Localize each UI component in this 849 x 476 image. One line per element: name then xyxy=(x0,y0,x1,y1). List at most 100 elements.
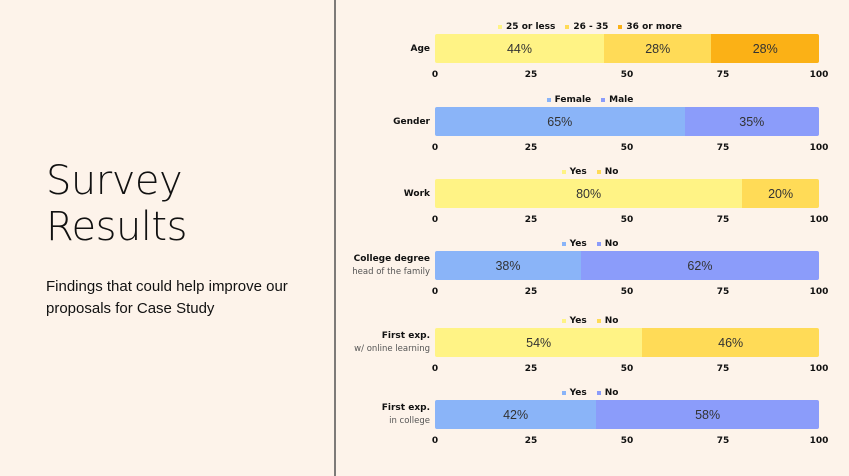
stacked-bar-chart: 25 or less 26 - 35 36 or more Age 44% 28% 28% 0… xyxy=(340,22,840,94)
bar-segment: 58% xyxy=(596,400,819,429)
legend-item: Yes xyxy=(561,167,587,177)
tick-label: 100 xyxy=(809,70,829,80)
tick-label: 75 xyxy=(716,215,730,225)
category-name: Gender xyxy=(393,117,430,127)
legend-item: Male xyxy=(601,95,633,105)
tick-label: 50 xyxy=(620,436,634,446)
tick-label: 25 xyxy=(524,287,538,297)
legend: Female Male xyxy=(340,95,840,105)
bar-segment: 42% xyxy=(435,400,597,429)
legend-item: No xyxy=(596,316,619,326)
legend-swatch xyxy=(596,241,601,246)
stacked-bar-chart: Female Male Gender 65% 35% 0 25 50 75 100 xyxy=(340,95,840,167)
tick-label: 75 xyxy=(716,364,730,374)
legend-swatch xyxy=(596,169,601,174)
legend: Yes No xyxy=(340,239,840,249)
stacked-bar-chart: Yes No First exp. w/ online learning 54% 46% 0… xyxy=(340,316,840,388)
category-name: First exp. xyxy=(381,331,430,341)
tick-label: 0 xyxy=(431,436,439,446)
tick-label: 100 xyxy=(809,364,829,374)
category-sublabel: w/ online learning xyxy=(354,344,430,354)
legend: Yes No xyxy=(340,167,840,177)
legend-swatch xyxy=(546,97,551,102)
bar-segment: 20% xyxy=(742,179,819,208)
bar: 38% 62% xyxy=(435,251,819,280)
bar-segment: 28% xyxy=(711,34,819,63)
legend-label: Yes xyxy=(569,239,587,249)
bar: 65% 35% xyxy=(435,107,819,136)
legend-label: Male xyxy=(609,95,634,105)
legend-label: 36 or more xyxy=(626,22,682,32)
legend-label: No xyxy=(604,167,619,177)
legend-item: Yes xyxy=(561,316,587,326)
tick-label: 75 xyxy=(716,287,730,297)
category-label: Age xyxy=(410,43,430,56)
legend-swatch xyxy=(561,169,566,174)
stacked-bar-chart: Yes No First exp. in college 42% 58% 0 25 50 75 10… xyxy=(340,388,840,460)
tick-label: 75 xyxy=(716,143,730,153)
legend-item: Yes xyxy=(561,388,587,398)
legend-label: Female xyxy=(554,95,592,105)
legend-swatch xyxy=(596,390,601,395)
category-name: First exp. xyxy=(381,403,430,413)
tick-label: 0 xyxy=(431,70,439,80)
legend-item: 26 - 35 xyxy=(565,22,608,32)
bar-segment: 80% xyxy=(435,179,743,208)
legend-label: Yes xyxy=(569,316,587,326)
legend-item: Yes xyxy=(561,239,587,249)
category-label: Gender xyxy=(393,116,430,129)
tick-label: 100 xyxy=(809,436,829,446)
legend-label: No xyxy=(604,388,619,398)
slide-subtitle: Findings that could help improve our pro… xyxy=(46,278,288,317)
stacked-bar-chart: Yes No Work 80% 20% 0 25 50 75 100 xyxy=(340,167,840,239)
tick-label: 50 xyxy=(620,215,634,225)
stacked-bar-chart: Yes No College degree head of the family 38%… xyxy=(340,239,840,311)
tick-label: 25 xyxy=(524,143,538,153)
legend-label: No xyxy=(604,239,619,249)
bar-segment: 28% xyxy=(603,34,712,63)
tick-label: 100 xyxy=(809,215,829,225)
legend: Yes No xyxy=(340,388,840,398)
bar-segment: 38% xyxy=(435,251,581,280)
tick-label: 100 xyxy=(809,143,829,153)
tick-label: 50 xyxy=(620,70,634,80)
legend-swatch xyxy=(561,318,566,323)
bar: 80% 20% xyxy=(435,179,819,208)
bar-segment: 54% xyxy=(435,328,643,357)
legend-label: Yes xyxy=(569,388,587,398)
category-name: College degree xyxy=(353,254,430,264)
bar-segment: 65% xyxy=(435,107,685,136)
slide-title: Survey Results xyxy=(46,158,187,250)
bar-segment: 46% xyxy=(642,328,819,357)
legend-item: Female xyxy=(546,95,592,105)
bar: 54% 46% xyxy=(435,328,819,357)
tick-label: 0 xyxy=(431,143,439,153)
legend-swatch xyxy=(498,24,503,29)
legend-label: No xyxy=(604,316,619,326)
bar: 44% 28% 28% xyxy=(435,34,819,63)
tick-label: 25 xyxy=(524,436,538,446)
legend-label: 25 or less xyxy=(506,22,556,32)
category-label: Work xyxy=(404,188,430,201)
tick-label: 25 xyxy=(524,70,538,80)
category-label: First exp. w/ online learning xyxy=(354,330,430,356)
tick-label: 50 xyxy=(620,143,634,153)
legend-label: Yes xyxy=(569,167,587,177)
bar-segment: 62% xyxy=(580,251,819,280)
tick-label: 50 xyxy=(620,364,634,374)
tick-label: 75 xyxy=(716,436,730,446)
category-sublabel: head of the family xyxy=(352,267,430,277)
legend: 25 or less 26 - 35 36 or more xyxy=(340,22,840,32)
category-sublabel: in college xyxy=(389,416,430,426)
category-name: Work xyxy=(403,189,430,199)
legend-swatch xyxy=(561,241,566,246)
legend-label: 26 - 35 xyxy=(573,22,609,32)
title-line-1: Survey xyxy=(46,158,183,204)
tick-label: 75 xyxy=(716,70,730,80)
legend: Yes No xyxy=(340,316,840,326)
legend-item: No xyxy=(596,167,619,177)
tick-label: 0 xyxy=(431,364,439,374)
legend-item: No xyxy=(596,388,619,398)
tick-label: 50 xyxy=(620,287,634,297)
legend-swatch xyxy=(565,24,570,29)
